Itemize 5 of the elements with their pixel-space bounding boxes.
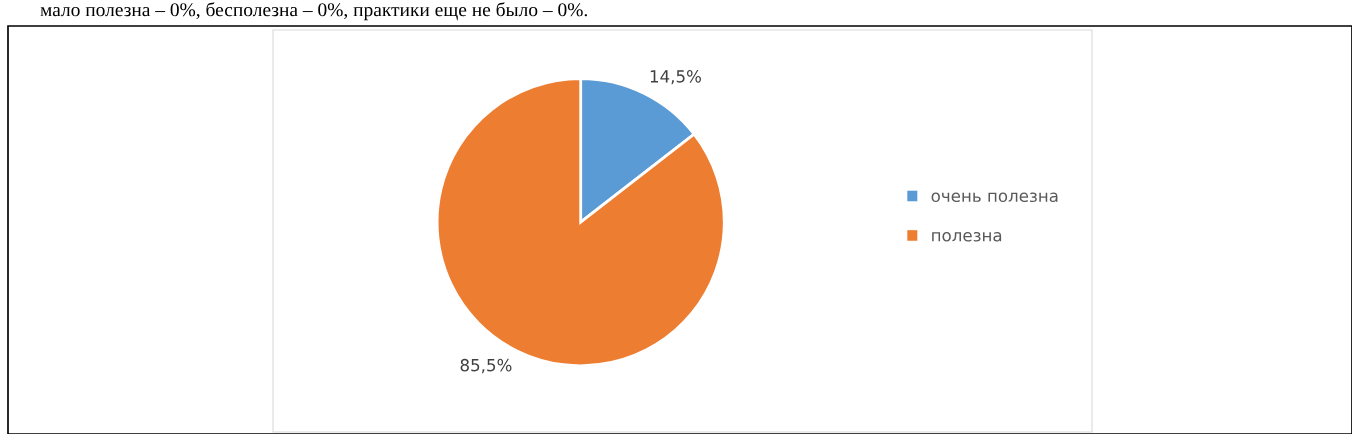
- data-label: 14,5%: [650, 70, 701, 85]
- legend-label: очень полезна: [931, 192, 1058, 203]
- legend-label: полезна: [932, 231, 1002, 242]
- data-label: 85,5%: [460, 358, 512, 374]
- text: мало полезна – 0%, бесполезна – 0%, практики еще не было – 0%.: [40, 2, 587, 21]
